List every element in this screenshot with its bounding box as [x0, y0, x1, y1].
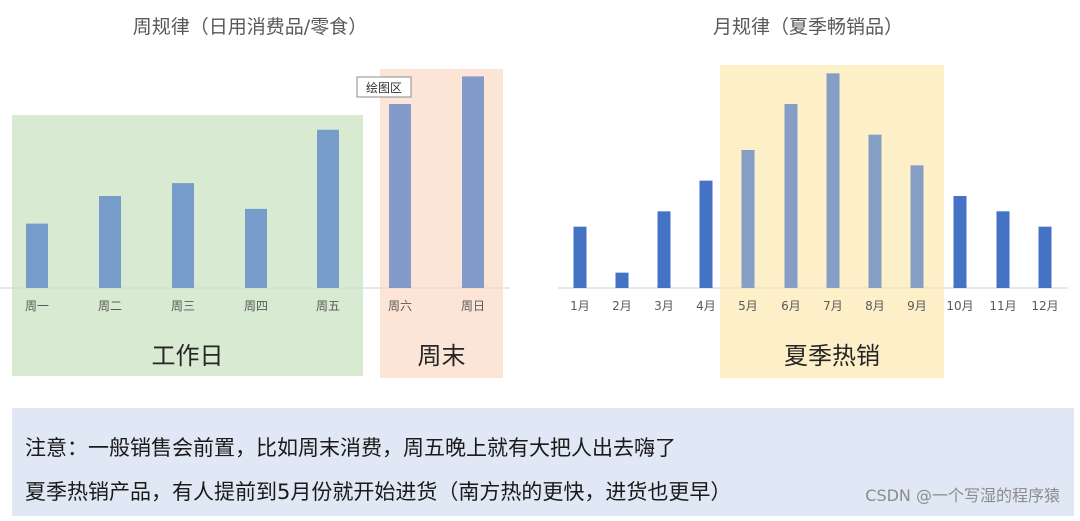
weekly-chart: 工作日 周末 周一 周二 周三 周四 周五 周六 周日 周规律（日用消费品/零食） 绘图区 — [0, 16, 510, 378]
x-tick-label: 7月 — [823, 299, 843, 313]
bar — [657, 211, 671, 288]
x-tick-label: 周二 — [98, 299, 122, 313]
x-tick-label: 10月 — [946, 299, 973, 313]
x-tick-label: 11月 — [989, 299, 1016, 313]
watermark: CSDN @一个写湿的程序猿 — [865, 486, 1060, 505]
x-tick-label: 2月 — [612, 299, 632, 313]
tooltip-box — [356, 76, 412, 98]
x-tick-label: 周六 — [388, 299, 412, 313]
x-tick-label: 12月 — [1031, 299, 1058, 313]
x-tick-label: 3月 — [654, 299, 674, 313]
note-line-1: 注意：一般销售会前置，比如周末消费，周五晚上就有大把人出去嗨了 — [25, 436, 676, 460]
x-tick-label: 5月 — [738, 299, 758, 313]
bar — [910, 165, 924, 288]
bar — [573, 226, 587, 288]
note-line-2: 夏季热销产品，有人提前到5月份就开始进货（南方热的更快，进货也更早） — [25, 480, 732, 504]
bar — [245, 208, 267, 288]
bar — [868, 134, 882, 288]
x-tick-label: 周一 — [25, 299, 49, 313]
x-tick-label: 周日 — [461, 299, 485, 313]
highlight-overlay — [720, 65, 944, 378]
bar — [741, 150, 755, 288]
x-tick-label: 6月 — [781, 299, 801, 313]
highlight-label: 工作日 — [152, 342, 224, 370]
bar — [784, 104, 798, 288]
bar — [99, 196, 121, 288]
highlight-overlay — [12, 115, 363, 376]
monthly-chart: 夏季热销 1月 2月 3月 4月 5月 6月 7月 8月 9月 10月 11月 12月 月规律（夏季畅销品… — [558, 16, 1068, 378]
bar — [26, 223, 48, 288]
bar — [389, 104, 411, 288]
x-tick-label: 周四 — [244, 299, 268, 313]
tooltip-label: 绘图区 — [366, 80, 402, 95]
bar — [1038, 226, 1052, 288]
bar — [317, 129, 339, 288]
bar — [615, 272, 629, 288]
chart-title: 周规律（日用消费品/零食） — [133, 16, 367, 38]
bar — [826, 73, 840, 288]
bar — [699, 180, 713, 288]
bar — [172, 183, 194, 288]
x-tick-label: 1月 — [570, 299, 590, 313]
bar — [996, 211, 1010, 288]
x-tick-label: 8月 — [865, 299, 885, 313]
highlight-label: 周末 — [418, 342, 466, 370]
x-tick-label: 4月 — [696, 299, 716, 313]
chart-title: 月规律（夏季畅销品） — [713, 16, 903, 38]
note-box: 注意：一般销售会前置，比如周末消费，周五晚上就有大把人出去嗨了 夏季热销产品，有… — [12, 408, 1074, 516]
x-tick-label: 周三 — [171, 299, 195, 313]
highlight-overlay — [380, 69, 503, 378]
x-tick-label: 9月 — [907, 299, 927, 313]
x-tick-label: 周五 — [316, 299, 340, 313]
highlight-label: 夏季热销 — [784, 342, 880, 370]
bar — [462, 76, 484, 289]
bar — [953, 196, 967, 288]
